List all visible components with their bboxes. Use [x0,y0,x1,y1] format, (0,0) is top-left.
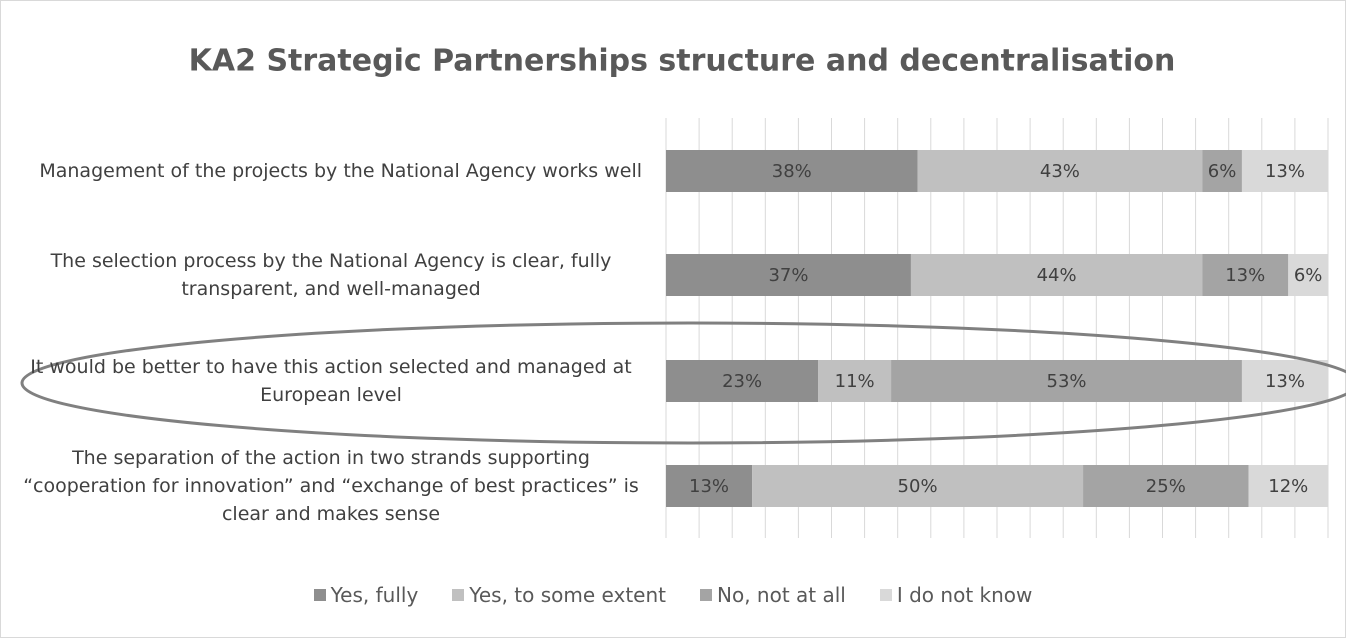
bar-segment [752,465,1084,507]
bar-segment [666,465,753,507]
legend-label: I do not know [896,583,1033,607]
y-tick-label: The selection process by the National Ag… [50,250,612,300]
category-label-box: The selection process by the National Ag… [20,220,642,330]
bar-segment [917,150,1203,192]
bar-segment [1083,465,1249,507]
legend-item: I do not know [879,583,1033,607]
y-tick-label: The separation of the action in two stra… [23,447,639,525]
category-label-box: The separation of the action in two stra… [20,431,642,541]
legend-label: Yes, to some extent [469,583,666,607]
bar-segment [666,254,911,296]
legend-label: No, not at all [717,583,846,607]
bar-segment [1241,150,1328,192]
legend: Yes, fully Yes, to some extent No, not at … [0,583,1346,607]
data-label: 13% [689,476,729,497]
data-label: 44% [1037,265,1077,286]
bar-segment [666,150,918,192]
bar-segment [666,360,819,402]
data-label: 50% [898,476,938,497]
chart-title: KA2 Strategic Partnerships structure and… [189,44,1176,79]
data-label: 13% [1225,265,1265,286]
bar-segment [1248,465,1328,507]
category-label-box: It would be better to have this action s… [20,326,642,436]
legend-item: Yes, fully [313,583,419,607]
legend-swatch [313,589,326,601]
data-label: 12% [1268,476,1308,497]
data-label: 38% [772,161,812,182]
legend-label: Yes, fully [330,583,419,607]
data-label: 37% [768,265,808,286]
data-label: 43% [1040,161,1080,182]
data-label: 13% [1265,371,1305,392]
legend-item: No, not at all [700,583,846,607]
legend-swatch [700,589,712,601]
category-label-box: Management of the projects by the Nation… [20,116,642,226]
bar-segment [1288,254,1328,296]
highlight-ellipse [20,321,1346,445]
bar-segment [1202,254,1289,296]
data-label: 6% [1208,161,1237,182]
data-label: 13% [1265,161,1305,182]
data-label: 23% [722,371,762,392]
legend-swatch [452,589,465,601]
bar-segment [1202,150,1242,192]
bar-segment [1241,360,1328,402]
bar-segment [910,254,1203,296]
data-label: 6% [1294,265,1323,286]
bar-segment [818,360,892,402]
data-label: 11% [835,371,875,392]
bar-segment [891,360,1242,402]
data-label: 53% [1047,371,1087,392]
y-tick-label: Management of the projects by the Nation… [39,160,642,182]
y-tick-label: It would be better to have this action s… [30,356,632,406]
data-label: 25% [1146,476,1186,497]
legend-item: Yes, to some extent [452,583,666,607]
legend-swatch [879,589,892,601]
